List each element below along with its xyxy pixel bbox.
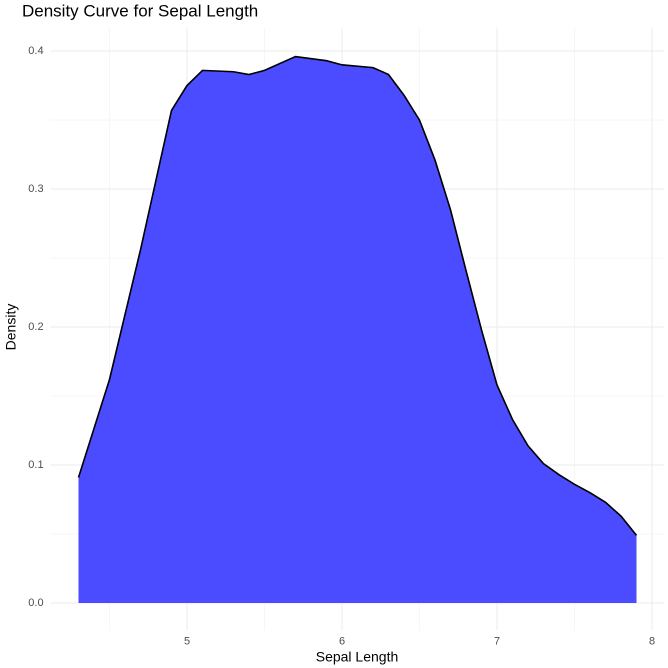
x-axis-label: Sepal Length bbox=[316, 649, 399, 665]
y-tick-label: 0.3 bbox=[28, 183, 43, 195]
chart-title: Density Curve for Sepal Length bbox=[22, 1, 258, 20]
y-axis-label: Density bbox=[3, 304, 19, 351]
x-tick-label: 6 bbox=[339, 635, 345, 647]
x-tick-label: 7 bbox=[494, 635, 500, 647]
y-tick-label: 0.4 bbox=[28, 45, 43, 57]
x-tick-label: 8 bbox=[649, 635, 655, 647]
x-tick-label: 5 bbox=[184, 635, 190, 647]
density-area bbox=[78, 56, 637, 604]
density-line bbox=[77, 55, 638, 536]
y-tick-label: 0.2 bbox=[28, 321, 43, 333]
y-tick-label: 0.1 bbox=[28, 459, 43, 471]
y-tick-label: 0.0 bbox=[28, 597, 43, 609]
